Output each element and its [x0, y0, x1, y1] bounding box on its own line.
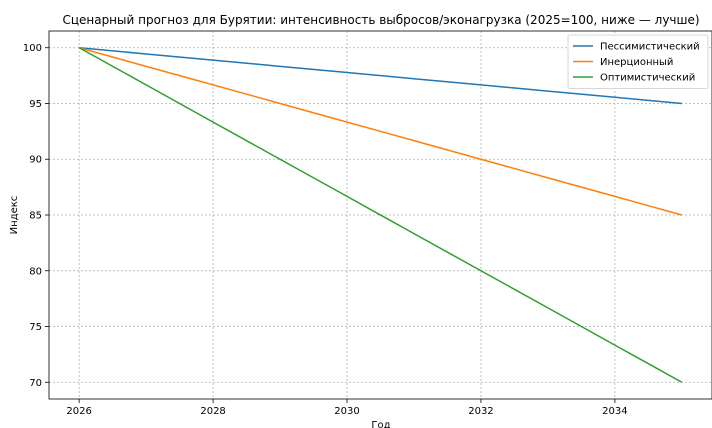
legend-label-2: Оптимистический: [600, 73, 695, 84]
x-tick-label-3: 2032: [468, 406, 493, 417]
x-tick-label-1: 2028: [200, 406, 225, 417]
y-tick-label-1: 75: [29, 322, 42, 333]
x-tick-label-2: 2030: [334, 406, 359, 417]
legend-box: [567, 34, 709, 89]
ticks: 2026 2028 2030 2032 2034 70 75 80 85 90 95 100: [23, 43, 628, 417]
y-tick-label-0: 70: [29, 378, 42, 389]
legend-label-1: Инерционный: [600, 57, 673, 68]
y-tick-label-4: 90: [29, 155, 42, 166]
y-tick-label-5: 95: [29, 99, 42, 110]
series-line-1: [78, 47, 683, 216]
y-tick-label-3: 85: [29, 211, 42, 222]
y-tick-label-2: 80: [29, 266, 42, 277]
x-axis-label: Год: [371, 420, 390, 428]
legend: Пессимистический Инерционный Оптимистическ…: [567, 34, 709, 89]
x-tick-label-0: 2026: [66, 406, 91, 417]
y-axis-label: Индекс: [9, 196, 20, 235]
series-line-0: [79, 46, 682, 105]
series-line-2: [78, 47, 683, 383]
chart-title: Сценарный прогноз для Бурятии: интенсивн…: [62, 13, 699, 27]
series-layer: [78, 46, 683, 383]
legend-label-0: Пессимистический: [600, 42, 700, 53]
y-tick-label-6: 100: [23, 43, 42, 54]
x-tick-label-4: 2034: [602, 406, 627, 417]
